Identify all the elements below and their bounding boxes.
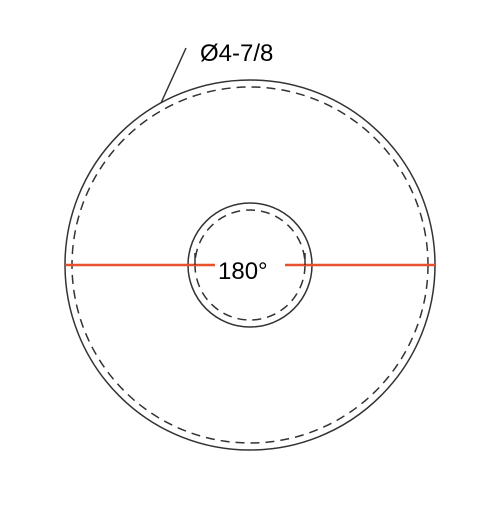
technical-diagram: Ø4-7/8 180° [0,0,500,500]
diameter-label: Ø4-7/8 [200,40,273,68]
angle-label: 180° [218,258,268,286]
leader-line [161,48,186,103]
diagram-svg [0,0,500,500]
